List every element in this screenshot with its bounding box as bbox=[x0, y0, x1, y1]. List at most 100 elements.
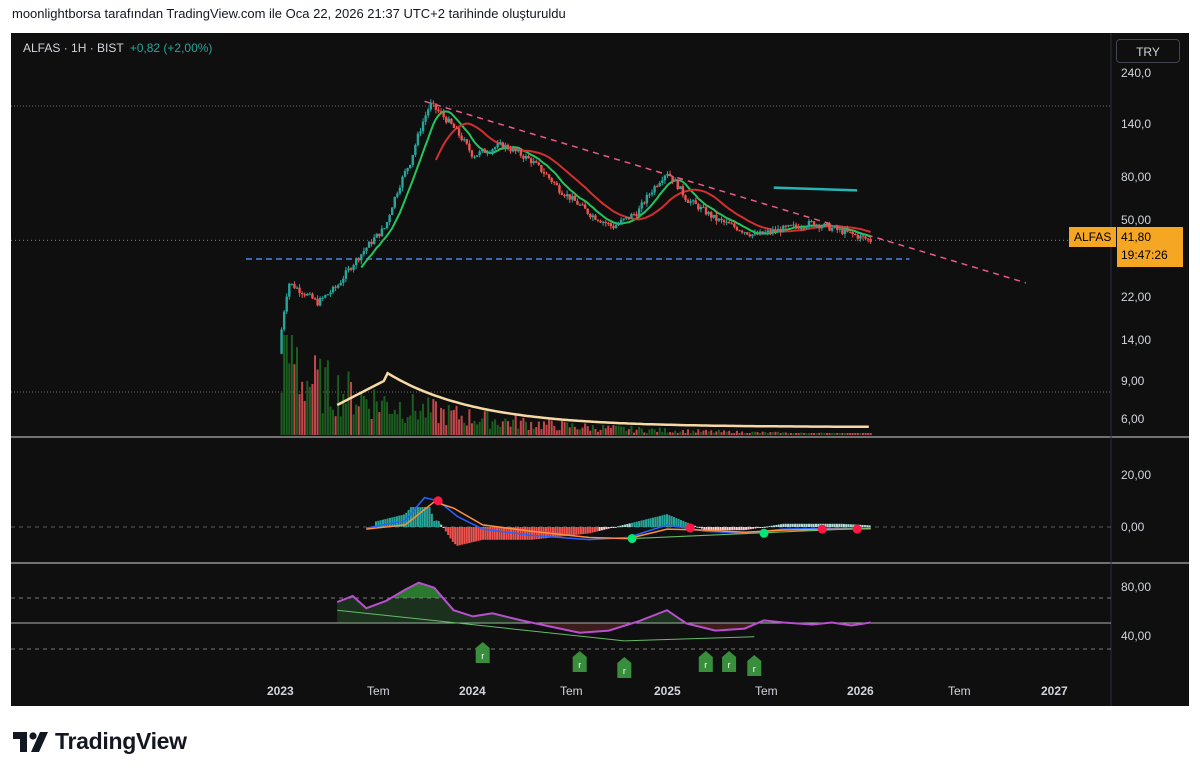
volume-bar bbox=[774, 431, 777, 435]
candle-body bbox=[717, 218, 721, 221]
volume-bar bbox=[290, 335, 293, 435]
volume-bar bbox=[805, 433, 808, 435]
candle-body bbox=[558, 185, 561, 193]
candle-body bbox=[491, 149, 494, 153]
volume-bar bbox=[784, 432, 787, 435]
candle-body bbox=[527, 155, 530, 159]
volume-bar bbox=[828, 433, 831, 435]
macd-histogram-bar bbox=[393, 516, 396, 527]
volume-bar bbox=[818, 432, 821, 435]
candle-body bbox=[501, 142, 505, 148]
macd-histogram-bar bbox=[782, 523, 785, 527]
currency-button[interactable]: TRY bbox=[1116, 39, 1180, 63]
candle-body bbox=[331, 286, 335, 293]
volume-bar bbox=[558, 430, 561, 435]
candle-body bbox=[699, 206, 703, 210]
symbol-legend[interactable]: ALFAS · 1H · BIST +0,82 (+2,00%) bbox=[23, 41, 212, 55]
macd-histogram-bar bbox=[493, 527, 496, 540]
volume-bar bbox=[334, 416, 337, 435]
candle-body bbox=[473, 156, 476, 158]
volume-bar bbox=[638, 426, 641, 435]
y-tick-label: 14,00 bbox=[1121, 333, 1151, 347]
macd-histogram-bar bbox=[696, 526, 699, 528]
macd-histogram-bar bbox=[596, 527, 599, 532]
candle-body bbox=[712, 214, 715, 218]
macd-histogram-bar bbox=[558, 527, 561, 537]
macd-histogram-bar bbox=[712, 527, 715, 531]
volume-bar bbox=[393, 409, 396, 435]
candle-body bbox=[630, 214, 633, 219]
macd-histogram-bar bbox=[507, 527, 510, 540]
rsi-overbought-fill bbox=[337, 582, 871, 598]
volume-bar bbox=[298, 394, 301, 435]
candle-body bbox=[815, 224, 818, 227]
candle-body bbox=[617, 223, 620, 226]
candle-body bbox=[560, 192, 564, 195]
candle-body bbox=[298, 287, 301, 293]
candle-body bbox=[728, 221, 731, 224]
macd-histogram-bar bbox=[496, 527, 499, 540]
volume-bar bbox=[707, 431, 710, 435]
rsi-divergence-label-text: r bbox=[481, 651, 484, 661]
volume-bar bbox=[455, 405, 458, 435]
volume-bar bbox=[586, 426, 589, 435]
macd-histogram-bar bbox=[605, 527, 608, 530]
volume-bar bbox=[849, 433, 852, 435]
candle-body bbox=[820, 226, 824, 229]
candle-body bbox=[782, 225, 785, 233]
candle-body bbox=[746, 232, 749, 235]
volume-bar bbox=[607, 425, 610, 435]
macd-histogram-bar bbox=[835, 523, 838, 527]
volume-bar bbox=[396, 414, 399, 435]
macd-histogram-bar bbox=[724, 527, 727, 531]
volume-bar bbox=[728, 430, 731, 435]
candle-body bbox=[635, 214, 638, 217]
volume-bar bbox=[622, 426, 625, 435]
macd-histogram-bar bbox=[733, 527, 736, 531]
candle-body bbox=[344, 270, 348, 279]
rsi-divergence-label bbox=[572, 651, 587, 672]
volume-bar bbox=[861, 433, 864, 435]
volume-bar bbox=[666, 432, 669, 435]
volume-bar bbox=[416, 419, 419, 435]
macd-histogram-bar bbox=[731, 527, 734, 531]
volume-bar bbox=[398, 402, 401, 435]
macd-histogram-bar bbox=[826, 523, 829, 527]
volume-bar bbox=[838, 433, 841, 435]
y-tick-label: 6,00 bbox=[1121, 412, 1145, 426]
macd-histogram-bar bbox=[593, 527, 596, 533]
volume-bar bbox=[347, 371, 350, 435]
candle-body bbox=[866, 238, 870, 240]
candle-body bbox=[715, 214, 718, 221]
rsi-divergence-label-text: r bbox=[623, 666, 626, 676]
macd-histogram-bar bbox=[684, 521, 687, 527]
chart-frame[interactable]: r r r r r r 240,0 140,0 80,00 50,00 22,00 14,… bbox=[11, 33, 1189, 706]
volume-bar bbox=[293, 364, 296, 435]
volume-bar bbox=[759, 433, 762, 435]
volume-bar bbox=[746, 433, 749, 435]
candle-body bbox=[671, 176, 674, 182]
chart-svg[interactable]: r r r r r r 240,0 140,0 80,00 50,00 22,00 14,… bbox=[11, 33, 1189, 706]
rsi-divergence-label bbox=[747, 655, 762, 676]
candle-body bbox=[800, 227, 803, 229]
macd-histogram-bar bbox=[442, 527, 445, 529]
volume-bar bbox=[753, 431, 756, 435]
macd-histogram-bar bbox=[607, 527, 610, 529]
volume-bar bbox=[843, 433, 846, 435]
macd-histogram-bar bbox=[617, 526, 620, 528]
macd-histogram-bar bbox=[768, 526, 771, 528]
macd-histogram-bar bbox=[700, 527, 703, 529]
tradingview-logo[interactable]: TradingView bbox=[13, 728, 187, 755]
candle-body bbox=[604, 221, 607, 224]
macd-histogram-bar bbox=[628, 523, 631, 527]
candle-body bbox=[812, 221, 816, 227]
macd-histogram-bar bbox=[579, 527, 582, 535]
volume-bar bbox=[563, 421, 566, 435]
volume-bar bbox=[813, 433, 816, 435]
candle-body bbox=[362, 250, 366, 255]
volume-bar bbox=[568, 427, 571, 435]
rsi-divergence-label bbox=[698, 651, 713, 672]
volume-bar bbox=[609, 427, 612, 435]
volume-bar bbox=[594, 428, 597, 435]
volume-bar bbox=[445, 425, 448, 435]
